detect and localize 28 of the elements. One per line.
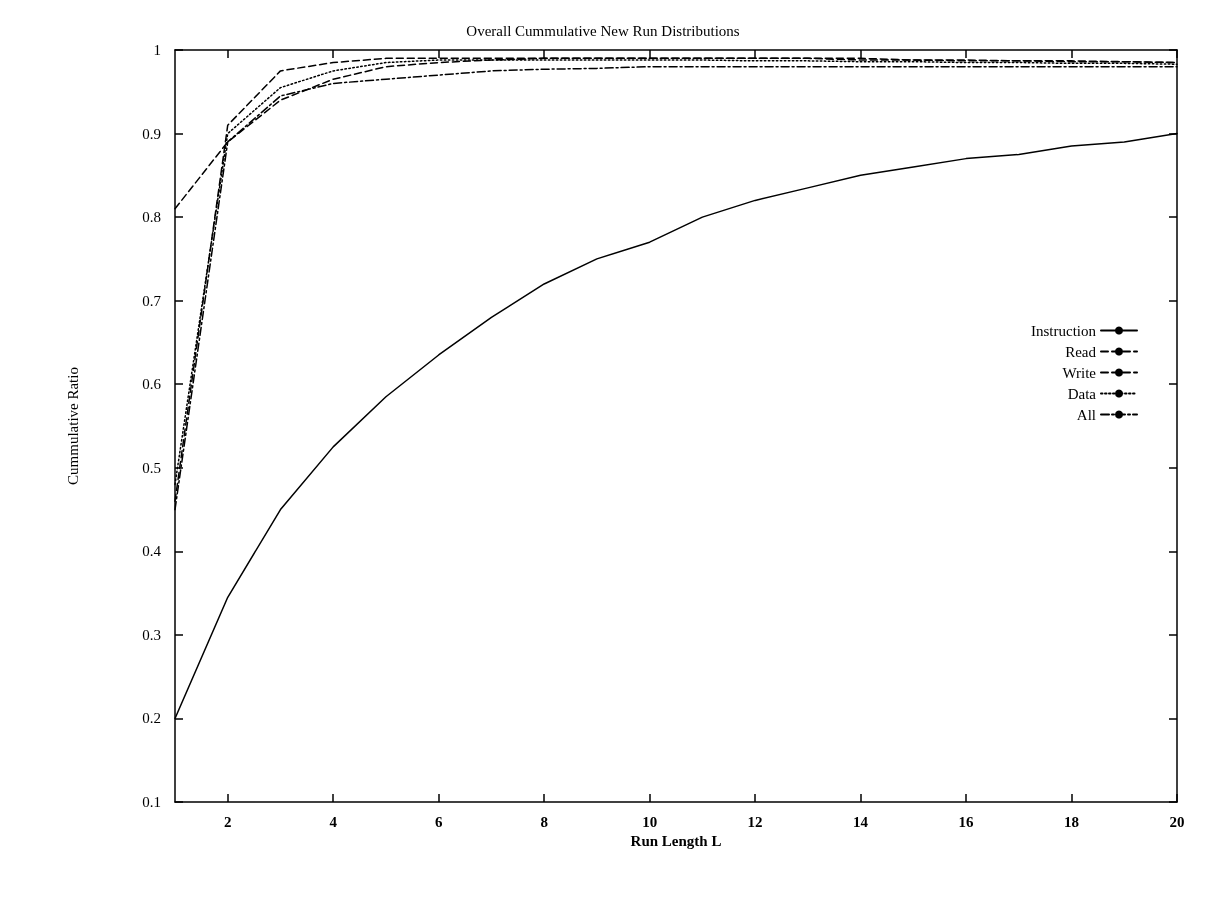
x-tick-label: 10 bbox=[642, 813, 658, 830]
y-tick-label: 0.3 bbox=[142, 626, 161, 643]
y-tick-label: 0.1 bbox=[142, 794, 161, 810]
x-tick-label: 12 bbox=[747, 813, 763, 830]
x-tick-label: 6 bbox=[434, 813, 443, 830]
y-tick-label: 0.2 bbox=[142, 710, 161, 727]
y-tick-label: 0.6 bbox=[142, 376, 162, 393]
x-tick-label: 16 bbox=[958, 813, 975, 830]
x-axis-title: Run Length L bbox=[630, 833, 722, 850]
x-tick-label: 8 bbox=[540, 813, 548, 830]
legend-label: Instruction bbox=[1031, 322, 1097, 339]
legend-label: Write bbox=[1062, 364, 1097, 381]
x-tick-label: 18 bbox=[1064, 813, 1080, 830]
y-tick-label: 0.9 bbox=[142, 125, 161, 142]
y-tick-label: 1 bbox=[153, 42, 161, 58]
x-tick-label: 4 bbox=[329, 813, 338, 830]
y-tick-label: 0.4 bbox=[142, 543, 162, 560]
legend-label: Data bbox=[1067, 385, 1097, 402]
legend-label: All bbox=[1076, 406, 1096, 423]
chart-title: Overall Cummulative New Run Distributions bbox=[466, 22, 740, 39]
y-axis-title: Cummulative Ratio bbox=[64, 367, 81, 485]
y-tick-label: 0.5 bbox=[142, 459, 161, 476]
legend-label: Read bbox=[1065, 343, 1097, 360]
x-tick-label: 2 bbox=[223, 813, 232, 830]
y-tick-label: 0.7 bbox=[142, 292, 162, 309]
x-tick-label: 14 bbox=[853, 813, 869, 830]
x-tick-label: 20 bbox=[1169, 813, 1185, 830]
y-tick-label: 0.8 bbox=[142, 209, 161, 226]
